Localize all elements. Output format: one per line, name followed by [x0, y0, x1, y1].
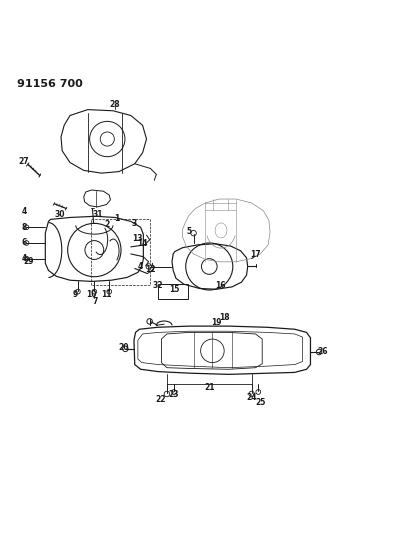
- Text: 4: 4: [21, 254, 27, 263]
- Text: 3: 3: [131, 219, 137, 228]
- Text: 91156 700: 91156 700: [17, 79, 83, 89]
- Text: 4: 4: [138, 262, 143, 271]
- Text: 4: 4: [21, 207, 27, 216]
- Text: 8: 8: [21, 223, 27, 232]
- Text: 31: 31: [92, 210, 103, 219]
- Text: 20: 20: [118, 343, 129, 352]
- Text: 28: 28: [110, 100, 120, 109]
- Bar: [91, 219, 150, 285]
- Text: 13: 13: [133, 234, 143, 243]
- Text: 5: 5: [186, 228, 192, 237]
- Text: 11: 11: [101, 290, 112, 299]
- Text: 2: 2: [105, 221, 110, 229]
- Text: 29: 29: [24, 257, 34, 266]
- Text: 27: 27: [19, 157, 30, 166]
- Text: 12: 12: [145, 265, 156, 274]
- Text: 22: 22: [155, 394, 166, 403]
- Text: 19: 19: [211, 319, 222, 327]
- Text: 26: 26: [317, 347, 327, 356]
- Text: 21: 21: [204, 383, 214, 392]
- Text: 25: 25: [255, 399, 265, 408]
- Text: 15: 15: [169, 285, 180, 294]
- Text: 23: 23: [169, 390, 179, 399]
- Text: 30: 30: [54, 210, 65, 219]
- Text: 18: 18: [219, 313, 229, 322]
- Text: 9: 9: [73, 290, 78, 299]
- Text: 32: 32: [152, 281, 163, 290]
- Text: 16: 16: [215, 281, 226, 290]
- Text: 24: 24: [246, 393, 257, 402]
- Text: 7: 7: [92, 296, 98, 305]
- Text: 10: 10: [87, 290, 97, 299]
- Text: 6: 6: [21, 238, 27, 247]
- Text: 1: 1: [115, 214, 120, 223]
- Text: 14: 14: [137, 239, 148, 248]
- Text: 17: 17: [250, 250, 261, 259]
- Bar: [158, 284, 188, 299]
